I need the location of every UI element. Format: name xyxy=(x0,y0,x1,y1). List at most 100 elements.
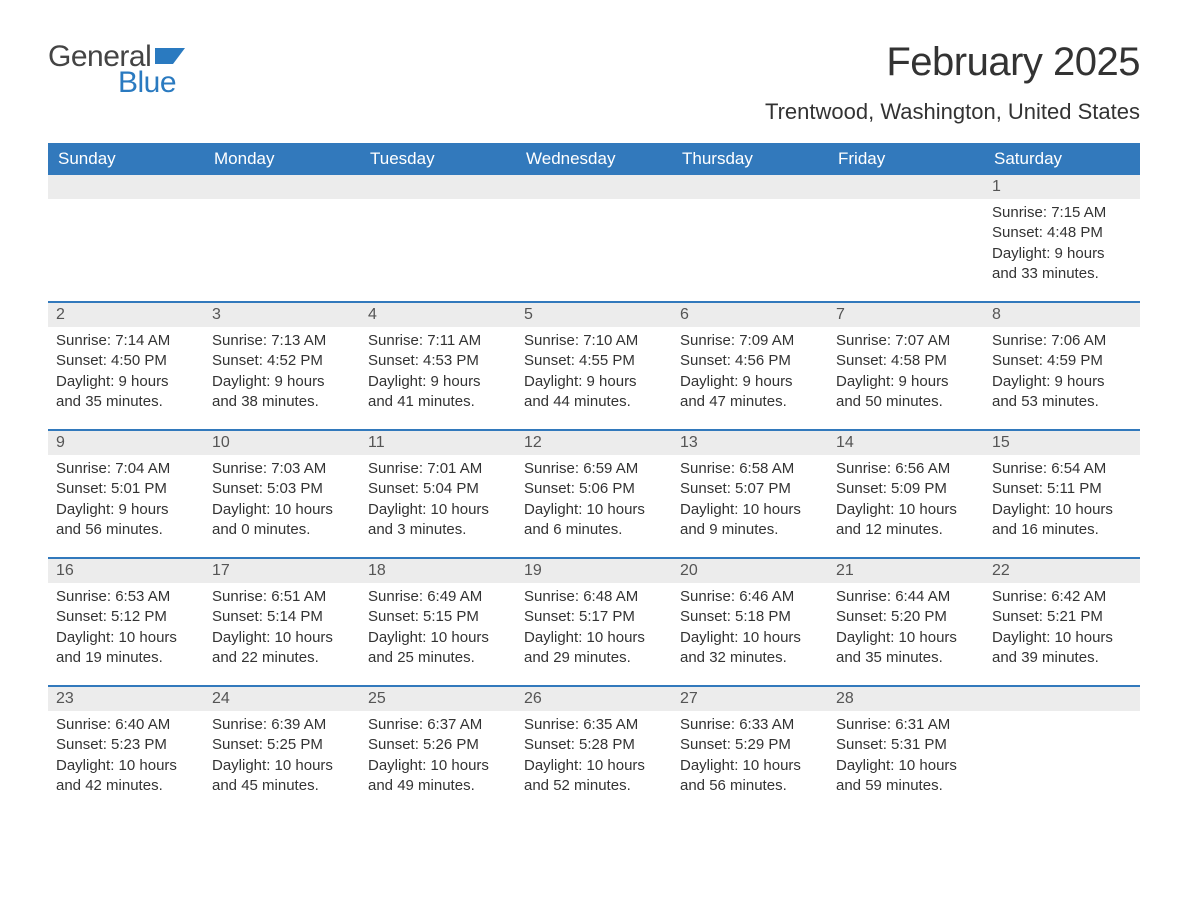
brand-logo: General Blue xyxy=(48,40,185,100)
day-dl1: Daylight: 10 hours xyxy=(680,756,820,776)
calendar-day: 16Sunrise: 6:53 AMSunset: 5:12 PMDayligh… xyxy=(48,559,204,685)
day-number: 28 xyxy=(828,687,984,711)
title-block: February 2025 Trentwood, Washington, Uni… xyxy=(765,40,1140,135)
calendar-day: 25Sunrise: 6:37 AMSunset: 5:26 PMDayligh… xyxy=(360,687,516,813)
calendar-day: 12Sunrise: 6:59 AMSunset: 5:06 PMDayligh… xyxy=(516,431,672,557)
calendar-day xyxy=(672,175,828,301)
day-dl1: Daylight: 10 hours xyxy=(836,628,976,648)
day-sunset: Sunset: 5:14 PM xyxy=(212,607,352,627)
day-number: 22 xyxy=(984,559,1140,583)
day-dl1: Daylight: 10 hours xyxy=(212,628,352,648)
day-number: 9 xyxy=(48,431,204,455)
day-dl2: and 35 minutes. xyxy=(56,392,196,412)
day-sunrise: Sunrise: 6:33 AM xyxy=(680,715,820,735)
day-details: Sunrise: 6:33 AMSunset: 5:29 PMDaylight:… xyxy=(672,711,828,804)
day-number: 7 xyxy=(828,303,984,327)
day-number xyxy=(360,175,516,199)
calendar-day xyxy=(360,175,516,301)
day-number xyxy=(984,687,1140,711)
day-sunrise: Sunrise: 6:35 AM xyxy=(524,715,664,735)
calendar-week: 2Sunrise: 7:14 AMSunset: 4:50 PMDaylight… xyxy=(48,301,1140,429)
day-details: Sunrise: 7:07 AMSunset: 4:58 PMDaylight:… xyxy=(828,327,984,420)
day-dl2: and 35 minutes. xyxy=(836,648,976,668)
calendar-day: 4Sunrise: 7:11 AMSunset: 4:53 PMDaylight… xyxy=(360,303,516,429)
day-details: Sunrise: 6:51 AMSunset: 5:14 PMDaylight:… xyxy=(204,583,360,676)
day-details: Sunrise: 7:15 AMSunset: 4:48 PMDaylight:… xyxy=(984,199,1140,292)
day-dl2: and 16 minutes. xyxy=(992,520,1132,540)
calendar-day: 15Sunrise: 6:54 AMSunset: 5:11 PMDayligh… xyxy=(984,431,1140,557)
day-sunrise: Sunrise: 7:06 AM xyxy=(992,331,1132,351)
calendar-day: 17Sunrise: 6:51 AMSunset: 5:14 PMDayligh… xyxy=(204,559,360,685)
day-dl1: Daylight: 9 hours xyxy=(56,372,196,392)
calendar-day: 28Sunrise: 6:31 AMSunset: 5:31 PMDayligh… xyxy=(828,687,984,813)
day-sunrise: Sunrise: 6:42 AM xyxy=(992,587,1132,607)
day-details: Sunrise: 6:54 AMSunset: 5:11 PMDaylight:… xyxy=(984,455,1140,548)
day-dl1: Daylight: 9 hours xyxy=(56,500,196,520)
day-dl1: Daylight: 10 hours xyxy=(992,500,1132,520)
day-dl2: and 12 minutes. xyxy=(836,520,976,540)
day-sunrise: Sunrise: 6:31 AM xyxy=(836,715,976,735)
day-dl2: and 49 minutes. xyxy=(368,776,508,796)
day-dl1: Daylight: 10 hours xyxy=(524,500,664,520)
day-number: 5 xyxy=(516,303,672,327)
calendar-week: 16Sunrise: 6:53 AMSunset: 5:12 PMDayligh… xyxy=(48,557,1140,685)
day-sunset: Sunset: 5:29 PM xyxy=(680,735,820,755)
day-number: 26 xyxy=(516,687,672,711)
day-number: 1 xyxy=(984,175,1140,199)
day-details: Sunrise: 6:35 AMSunset: 5:28 PMDaylight:… xyxy=(516,711,672,804)
day-number: 3 xyxy=(204,303,360,327)
day-sunset: Sunset: 4:59 PM xyxy=(992,351,1132,371)
day-sunrise: Sunrise: 6:44 AM xyxy=(836,587,976,607)
day-sunset: Sunset: 4:50 PM xyxy=(56,351,196,371)
day-dl1: Daylight: 10 hours xyxy=(680,628,820,648)
calendar-day: 11Sunrise: 7:01 AMSunset: 5:04 PMDayligh… xyxy=(360,431,516,557)
day-sunrise: Sunrise: 7:01 AM xyxy=(368,459,508,479)
calendar-day xyxy=(828,175,984,301)
day-dl2: and 32 minutes. xyxy=(680,648,820,668)
calendar-day: 14Sunrise: 6:56 AMSunset: 5:09 PMDayligh… xyxy=(828,431,984,557)
day-sunset: Sunset: 5:20 PM xyxy=(836,607,976,627)
day-dl2: and 22 minutes. xyxy=(212,648,352,668)
day-dl2: and 38 minutes. xyxy=(212,392,352,412)
calendar-day: 5Sunrise: 7:10 AMSunset: 4:55 PMDaylight… xyxy=(516,303,672,429)
day-sunset: Sunset: 5:25 PM xyxy=(212,735,352,755)
day-sunrise: Sunrise: 6:54 AM xyxy=(992,459,1132,479)
day-dl2: and 45 minutes. xyxy=(212,776,352,796)
day-number xyxy=(48,175,204,199)
weekday-header: Thursday xyxy=(672,143,828,175)
day-sunrise: Sunrise: 7:14 AM xyxy=(56,331,196,351)
day-number xyxy=(516,175,672,199)
calendar-day xyxy=(984,687,1140,813)
day-number: 15 xyxy=(984,431,1140,455)
day-sunrise: Sunrise: 6:46 AM xyxy=(680,587,820,607)
calendar-day xyxy=(48,175,204,301)
calendar: Sunday Monday Tuesday Wednesday Thursday… xyxy=(48,143,1140,813)
calendar-day: 18Sunrise: 6:49 AMSunset: 5:15 PMDayligh… xyxy=(360,559,516,685)
day-number: 23 xyxy=(48,687,204,711)
day-sunrise: Sunrise: 6:37 AM xyxy=(368,715,508,735)
calendar-day: 8Sunrise: 7:06 AMSunset: 4:59 PMDaylight… xyxy=(984,303,1140,429)
day-sunset: Sunset: 5:21 PM xyxy=(992,607,1132,627)
calendar-day xyxy=(204,175,360,301)
day-dl1: Daylight: 10 hours xyxy=(212,500,352,520)
day-sunrise: Sunrise: 7:04 AM xyxy=(56,459,196,479)
weekday-header: Saturday xyxy=(984,143,1140,175)
day-number: 17 xyxy=(204,559,360,583)
day-dl2: and 50 minutes. xyxy=(836,392,976,412)
calendar-day: 20Sunrise: 6:46 AMSunset: 5:18 PMDayligh… xyxy=(672,559,828,685)
day-details: Sunrise: 7:10 AMSunset: 4:55 PMDaylight:… xyxy=(516,327,672,420)
day-number: 18 xyxy=(360,559,516,583)
day-dl2: and 9 minutes. xyxy=(680,520,820,540)
day-details: Sunrise: 7:03 AMSunset: 5:03 PMDaylight:… xyxy=(204,455,360,548)
day-sunrise: Sunrise: 7:13 AM xyxy=(212,331,352,351)
day-details: Sunrise: 6:53 AMSunset: 5:12 PMDaylight:… xyxy=(48,583,204,676)
day-number: 13 xyxy=(672,431,828,455)
day-number xyxy=(204,175,360,199)
day-number: 25 xyxy=(360,687,516,711)
weekday-header: Sunday xyxy=(48,143,204,175)
day-sunrise: Sunrise: 6:48 AM xyxy=(524,587,664,607)
day-dl1: Daylight: 10 hours xyxy=(212,756,352,776)
weekday-header: Wednesday xyxy=(516,143,672,175)
day-details: Sunrise: 6:56 AMSunset: 5:09 PMDaylight:… xyxy=(828,455,984,548)
day-sunrise: Sunrise: 7:15 AM xyxy=(992,203,1132,223)
